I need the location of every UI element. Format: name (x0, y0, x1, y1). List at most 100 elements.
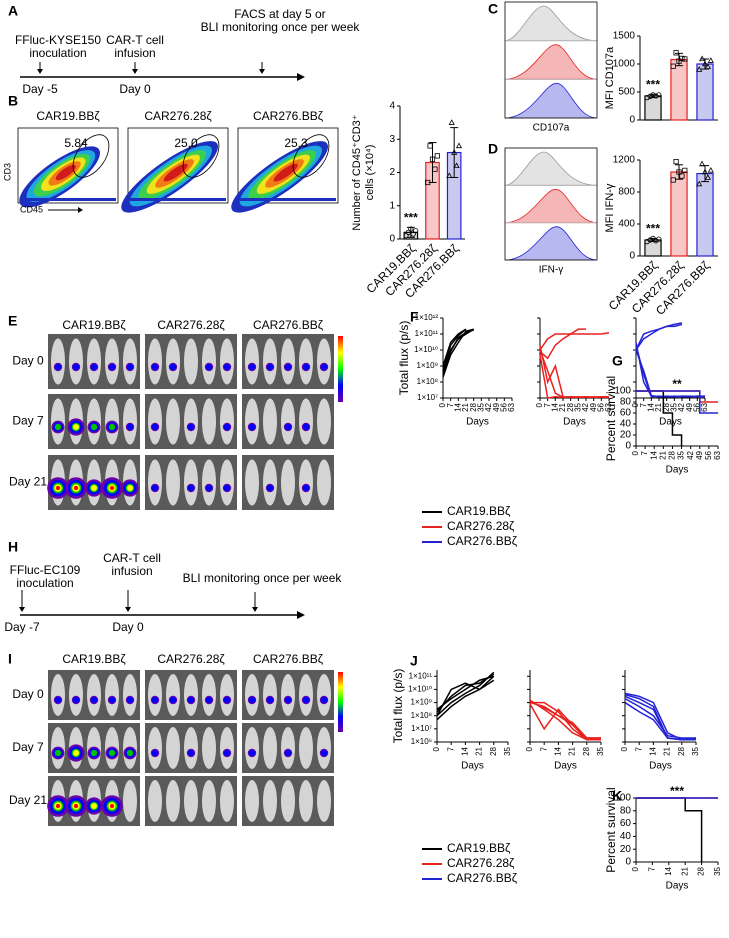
bli-signal (54, 749, 62, 757)
gate-value: 5.84 (64, 136, 88, 150)
data-point (453, 162, 460, 169)
data-point (701, 168, 709, 175)
mouse (123, 398, 137, 445)
x-tick-label: 56 (704, 450, 713, 459)
x-tick-label: 49 (492, 402, 501, 411)
x-tick-label: 21 (475, 746, 484, 755)
mouse (184, 674, 198, 716)
x-tick-label: 56 (596, 402, 605, 411)
x-tick-label: 42 (484, 402, 493, 411)
data-point (699, 160, 706, 167)
mouse (281, 459, 295, 506)
mouse (220, 459, 234, 506)
bli-signal (205, 484, 213, 492)
event-day: Day 0 (112, 620, 144, 634)
gate-value: 25.0 (174, 136, 198, 150)
bli-group: CAR276.28ζ (157, 652, 225, 666)
data-point (425, 179, 431, 186)
y-tick-label: 100 (614, 793, 631, 804)
timeline-arrow-head (297, 73, 305, 81)
series-line (539, 328, 586, 360)
bli-signal (205, 696, 213, 704)
panel-label: J (410, 653, 418, 669)
data-point (701, 60, 709, 67)
mouse (263, 727, 277, 769)
y-tick-label: 1×10⁹ (417, 361, 438, 370)
x-tick-label: 42 (581, 402, 590, 411)
mouse (281, 727, 295, 769)
data-point (647, 237, 653, 243)
bli-signal (72, 363, 80, 371)
x-tick-label: 28 (668, 450, 677, 459)
panel-label: A (8, 3, 18, 19)
mouse (220, 398, 234, 445)
mouse (87, 338, 101, 385)
flow-density (231, 141, 329, 213)
data-point (679, 173, 685, 179)
legend-label: CAR276.28ζ (447, 519, 515, 533)
series-line (636, 797, 703, 862)
x-tick-label: 35 (713, 866, 722, 875)
data-point (707, 166, 714, 173)
y-axis-label: MFI CD107a (604, 46, 616, 109)
bli-signal (302, 363, 310, 371)
series-line (624, 693, 696, 741)
colorbar (338, 336, 343, 402)
y-tick-label: 500 (618, 87, 635, 98)
x-tick-label: 21 (658, 450, 667, 459)
bli-signal (151, 484, 159, 492)
annotation: ** (672, 377, 682, 391)
data-point (451, 149, 458, 155)
data-point (434, 153, 440, 159)
event-label: BLI monitoring once per week (183, 571, 343, 585)
flow-x-axis: CD45 (20, 204, 43, 214)
event-label: infusion (114, 46, 155, 60)
y-axis-label: cells (×10⁴) (364, 145, 376, 201)
mouse (281, 338, 295, 385)
mouse (245, 338, 259, 385)
gate (292, 134, 330, 178)
series-line (436, 673, 495, 713)
data-point (699, 55, 706, 62)
mouse (123, 338, 137, 385)
mouse (148, 674, 162, 716)
y-axis-label: Percent survival (604, 376, 618, 461)
x-tick-label: 0 (631, 866, 640, 871)
y-tick-label: 400 (618, 219, 635, 230)
y-tick-label: 0 (629, 115, 635, 126)
y-axis-label: Total flux (p/s) (397, 321, 411, 396)
data-point (413, 228, 419, 234)
bli-signal (72, 423, 80, 431)
bli-signal (151, 696, 159, 704)
y-axis-label: Total flux (p/s) (391, 669, 405, 744)
x-tick-label: 7 (446, 746, 455, 751)
mouse (51, 338, 65, 385)
x-tick-label: 28 (489, 746, 498, 755)
data-point (704, 174, 711, 180)
panel-label: G (612, 353, 623, 369)
mouse (281, 780, 295, 822)
x-axis-label: Days (666, 465, 689, 476)
y-tick-label: 1×10⁸ (417, 377, 438, 386)
event-label: inoculation (16, 576, 73, 590)
data-point (408, 226, 414, 232)
series-line (442, 328, 474, 378)
event-day: Day 0 (119, 82, 151, 96)
y-tick-label: 800 (618, 187, 635, 198)
mouse (166, 338, 180, 385)
x-tick-label: 63 (713, 450, 722, 459)
series-line (635, 349, 706, 398)
x-tick-label: 0 (525, 746, 534, 751)
y-axis-label: MFI IFN-γ (604, 183, 616, 232)
bli-signal (90, 363, 98, 371)
bli-signal (284, 749, 292, 757)
x-tick-label: 28 (662, 402, 671, 411)
data-point (670, 177, 676, 183)
data-point (429, 156, 436, 162)
mouse (317, 338, 331, 385)
bli-day: Day 0 (12, 354, 44, 368)
data-point (673, 158, 679, 165)
x-tick-label: 21 (680, 866, 689, 875)
histogram-x-label: IFN-γ (539, 265, 563, 276)
data-point (682, 56, 688, 62)
